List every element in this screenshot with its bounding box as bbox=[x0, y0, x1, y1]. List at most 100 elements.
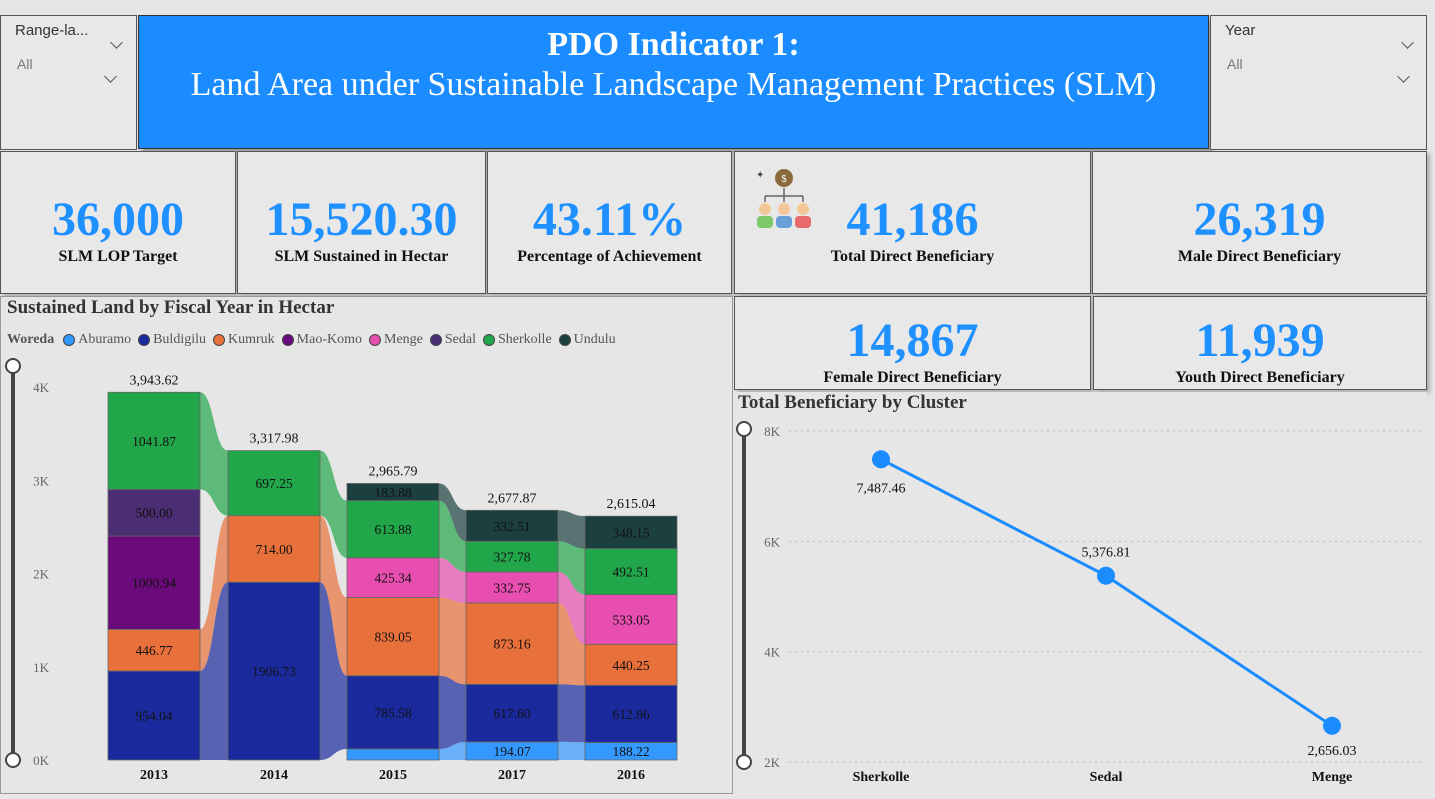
kpi-value: 15,520.30 bbox=[265, 193, 458, 246]
ribbon-sherkolle bbox=[439, 500, 466, 572]
legend-dot[interactable] bbox=[63, 334, 76, 346]
kpi-value: 14,867 bbox=[846, 314, 979, 367]
x-tick-label: Menge bbox=[1312, 770, 1352, 785]
total-label: 3,943.62 bbox=[130, 373, 179, 388]
bar-segment-kumruk[interactable] bbox=[346, 597, 440, 677]
bar-chart-legend: Woreda Aburamo Buldigilu Kumruk Mao-Komo Men… bbox=[7, 332, 616, 348]
legend-item[interactable]: Buldigilu bbox=[153, 332, 206, 347]
x-tick-label: 2016 bbox=[617, 768, 645, 783]
chevron-down-icon[interactable] bbox=[1397, 70, 1410, 83]
bar-segment-kumruk[interactable] bbox=[227, 515, 321, 583]
data-point[interactable] bbox=[872, 450, 890, 469]
bar-segment-undulu[interactable] bbox=[465, 509, 559, 542]
bar-segment-undulu[interactable] bbox=[346, 483, 440, 501]
kpi-value: 43.11% bbox=[532, 193, 687, 246]
data-point[interactable] bbox=[1097, 566, 1115, 585]
bar-segment-kumruk[interactable] bbox=[465, 602, 559, 685]
bar-segment-buldigilu[interactable] bbox=[227, 581, 321, 761]
legend-item[interactable]: Aburamo bbox=[78, 332, 132, 347]
svg-text:$: $ bbox=[781, 173, 787, 185]
bar-segment-undulu[interactable] bbox=[584, 515, 678, 550]
bar-segment-aburamo[interactable] bbox=[346, 748, 440, 761]
legend-item[interactable]: Kumruk bbox=[228, 332, 275, 347]
chevron-down-icon[interactable] bbox=[104, 70, 117, 83]
legend-item[interactable]: Sherkolle bbox=[498, 332, 552, 347]
ribbon-menge bbox=[439, 557, 466, 603]
legend-item[interactable]: Mao-Komo bbox=[296, 332, 362, 347]
x-tick-label: 2017 bbox=[498, 768, 526, 783]
bar-segment-menge[interactable] bbox=[465, 571, 559, 604]
ribbon-kumruk bbox=[439, 597, 466, 685]
legend-dot[interactable] bbox=[213, 334, 225, 346]
slider-handle[interactable] bbox=[736, 754, 752, 770]
y-tick-label: 4K bbox=[33, 380, 50, 395]
bar-segment-kumruk[interactable] bbox=[584, 643, 678, 686]
data-label: 7,487.46 bbox=[857, 481, 906, 496]
kpi-caption: Youth Direct Beneficiary bbox=[1175, 369, 1345, 386]
legend-dot[interactable] bbox=[281, 334, 294, 346]
legend-dot[interactable] bbox=[138, 334, 151, 346]
slider-handle[interactable] bbox=[736, 421, 752, 437]
data-point[interactable] bbox=[1323, 716, 1341, 735]
y-tick-label: 2K bbox=[33, 567, 50, 582]
range-slicer-value[interactable]: All bbox=[17, 56, 33, 72]
bar-segment-buldigilu[interactable] bbox=[107, 670, 201, 761]
data-label: 954.04 bbox=[135, 709, 172, 724]
x-tick-label: 2013 bbox=[140, 768, 168, 783]
legend-item[interactable]: Menge bbox=[384, 332, 423, 347]
ribbon-aburamo bbox=[558, 741, 585, 760]
legend-dot[interactable] bbox=[483, 334, 495, 346]
legend-item[interactable]: Sedal bbox=[444, 332, 476, 347]
data-label: 425.34 bbox=[374, 571, 411, 586]
bar-segment-sherkolle[interactable] bbox=[227, 450, 321, 517]
total-label: 3,317.98 bbox=[250, 432, 299, 447]
header-title: PDO Indicator 1: bbox=[547, 26, 800, 63]
data-label: 873.16 bbox=[493, 637, 530, 652]
bar-segment-sherkolle[interactable] bbox=[465, 540, 559, 573]
y-tick-label: 3K bbox=[33, 473, 50, 488]
data-label: 188.22 bbox=[612, 744, 649, 759]
total-label: 2,615.04 bbox=[607, 497, 656, 512]
line-chart: 2K 4K 6K 8K 7,487.46 Sherkolle 5,376.81 Sedal 2,… bbox=[736, 421, 1424, 785]
data-label: 612.86 bbox=[612, 707, 649, 722]
chevron-down-icon[interactable] bbox=[110, 36, 123, 49]
legend-item[interactable]: Undulu bbox=[573, 332, 616, 347]
beneficiary-group-icon: $ ✦ bbox=[756, 169, 811, 228]
kpi-caption: SLM Sustained in Hectar bbox=[274, 248, 449, 265]
bar-segment-kumruk[interactable] bbox=[107, 628, 201, 672]
chevron-down-icon[interactable] bbox=[1401, 36, 1414, 49]
bar-chart: 0K 1K 2K 3K 4K 954.04 446.77 1000.94 500.00 1041.… bbox=[5, 358, 678, 783]
legend-dot[interactable] bbox=[558, 334, 571, 346]
bar-segment-sherkolle[interactable] bbox=[107, 391, 201, 490]
kpi-caption: SLM LOP Target bbox=[58, 248, 178, 265]
bar-segment-sedal[interactable] bbox=[107, 489, 201, 537]
ribbon-sherkolle bbox=[200, 392, 228, 516]
data-label: 183.88 bbox=[374, 485, 411, 500]
y-tick-label: 1K bbox=[33, 660, 50, 675]
legend-dot[interactable] bbox=[369, 334, 381, 346]
bar-segment-buldigilu[interactable] bbox=[346, 675, 440, 750]
slider-handle[interactable] bbox=[5, 752, 21, 768]
legend-title: Woreda bbox=[7, 332, 55, 347]
page-header: PDO Indicator 1: Land Area under Sustain… bbox=[138, 15, 1209, 149]
range-slicer-label: Range-la... bbox=[15, 22, 89, 39]
kpi-achievement: 43.11% Percentage of Achievement bbox=[487, 151, 732, 294]
year-slicer[interactable]: Year All bbox=[1210, 15, 1427, 150]
slider-handle[interactable] bbox=[5, 358, 21, 374]
bar-segment-buldigilu[interactable] bbox=[584, 684, 678, 743]
data-label: 697.25 bbox=[255, 476, 292, 491]
year-slicer-value[interactable]: All bbox=[1227, 56, 1243, 72]
ribbon-kumruk bbox=[320, 515, 347, 676]
bar-segment-buldigilu[interactable] bbox=[465, 683, 559, 743]
data-label: 446.77 bbox=[135, 643, 172, 658]
data-label: 5,376.81 bbox=[1082, 546, 1131, 561]
kpi-caption: Female Direct Beneficiary bbox=[823, 369, 1002, 386]
bar-segment-sherkolle[interactable] bbox=[584, 548, 678, 595]
bar-segment-sherkolle[interactable] bbox=[346, 500, 440, 559]
legend-dot[interactable] bbox=[429, 334, 442, 346]
total-label: 2,965.79 bbox=[369, 464, 418, 479]
y-tick-label: 0K bbox=[33, 753, 50, 768]
total-label: 2,677.87 bbox=[488, 491, 537, 506]
range-slicer[interactable]: Range-la... All bbox=[0, 15, 137, 150]
bar-segment-mao-komo[interactable] bbox=[107, 535, 201, 630]
